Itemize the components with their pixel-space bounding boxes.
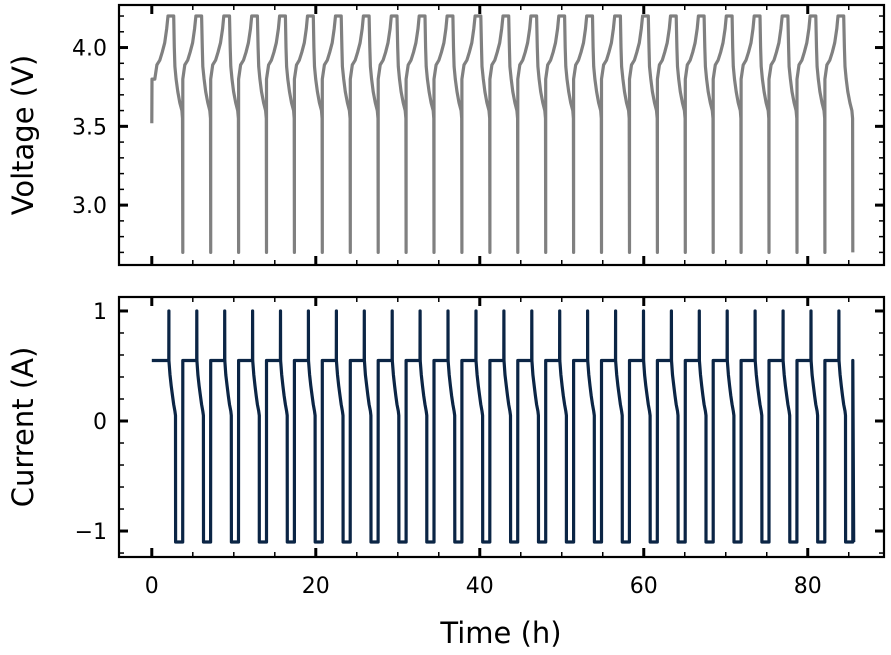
- voltage-axis-label: Voltage (V): [6, 55, 40, 215]
- time-axis-label: Time (h): [439, 616, 561, 650]
- y-tick-label: 0: [93, 410, 107, 435]
- current-series-line: [151, 309, 856, 544]
- current-panel: 0 20 40 60 80 −1 0 1: [75, 295, 886, 599]
- y-tick-label: 3.0: [72, 194, 107, 219]
- x-tick-label: 80: [794, 574, 822, 599]
- y-tick-label: 4.0: [72, 37, 107, 62]
- y-tick-label: 1: [93, 300, 107, 325]
- plot-frame: [117, 3, 886, 267]
- x-tick-label: 0: [145, 574, 159, 599]
- x-tick-label: 20: [302, 574, 330, 599]
- y-tick-label: 3.5: [72, 115, 107, 140]
- voltage-series-line: [150, 14, 855, 254]
- current-axis-label: Current (A): [6, 347, 40, 508]
- x-tick-label: 40: [466, 574, 494, 599]
- voltage-panel: 3.0 3.5 4.0: [72, 3, 886, 267]
- plot-frame: [117, 295, 886, 559]
- x-tick-label: 60: [630, 574, 658, 599]
- y-tick-label: −1: [75, 520, 107, 545]
